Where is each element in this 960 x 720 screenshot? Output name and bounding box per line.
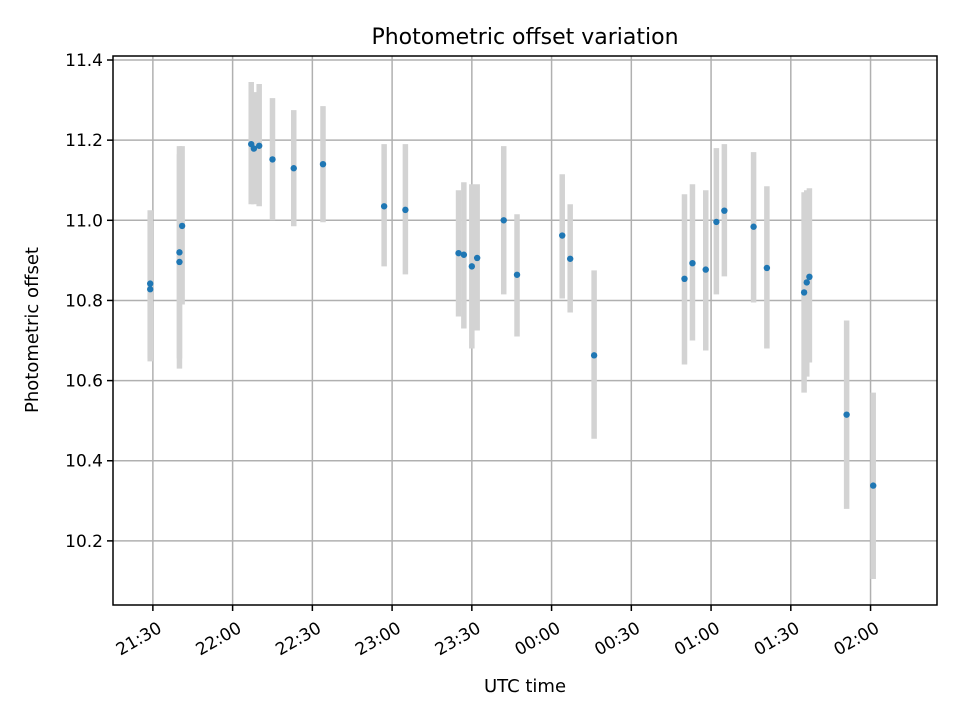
y-tick-label: 11.0 — [65, 211, 103, 231]
data-point — [800, 289, 808, 296]
y-tick-label: 10.2 — [65, 532, 103, 552]
y-tick-label: 11.4 — [65, 51, 103, 71]
grid — [113, 56, 937, 605]
chart-title: Photometric offset variation — [371, 25, 678, 50]
data-point — [176, 258, 183, 266]
data-point — [750, 223, 757, 230]
data-point — [590, 352, 598, 359]
data-point — [500, 217, 507, 224]
data-point — [803, 279, 810, 286]
data-point — [290, 165, 297, 172]
data-point — [176, 249, 183, 256]
data-point — [559, 232, 566, 239]
plot-frame — [112, 55, 938, 606]
data-point — [468, 263, 476, 270]
data-point — [460, 251, 468, 258]
data-point — [147, 286, 154, 293]
y-tick-label: 10.8 — [65, 291, 103, 311]
data-points — [147, 140, 877, 489]
data-point — [269, 156, 276, 163]
data-point — [843, 411, 850, 418]
data-point — [763, 264, 771, 272]
data-point — [689, 259, 696, 267]
data-point — [721, 207, 728, 214]
y-axis-ticks: 10.2 10.4 10.6 10.8 11.0 11.2 11.4 — [65, 51, 113, 552]
data-point — [566, 255, 574, 262]
data-point — [806, 273, 813, 281]
y-tick-label: 10.6 — [65, 372, 103, 392]
data-point — [702, 266, 709, 273]
data-point — [147, 280, 154, 287]
data-point — [380, 203, 388, 210]
data-point — [402, 206, 409, 214]
data-point — [178, 222, 186, 230]
data-point — [319, 160, 327, 168]
y-tick-label: 10.4 — [65, 452, 103, 472]
y-tick-label: 11.2 — [65, 131, 103, 151]
data-point — [250, 145, 258, 152]
data-point — [681, 275, 688, 283]
data-point — [870, 482, 877, 489]
data-point — [473, 254, 481, 262]
y-axis-label: Photometric offset — [22, 247, 43, 413]
data-point — [255, 142, 263, 149]
data-point — [713, 218, 720, 226]
data-point — [513, 271, 521, 278]
x-axis-label: UTC time — [484, 676, 566, 697]
data-point — [455, 249, 462, 257]
